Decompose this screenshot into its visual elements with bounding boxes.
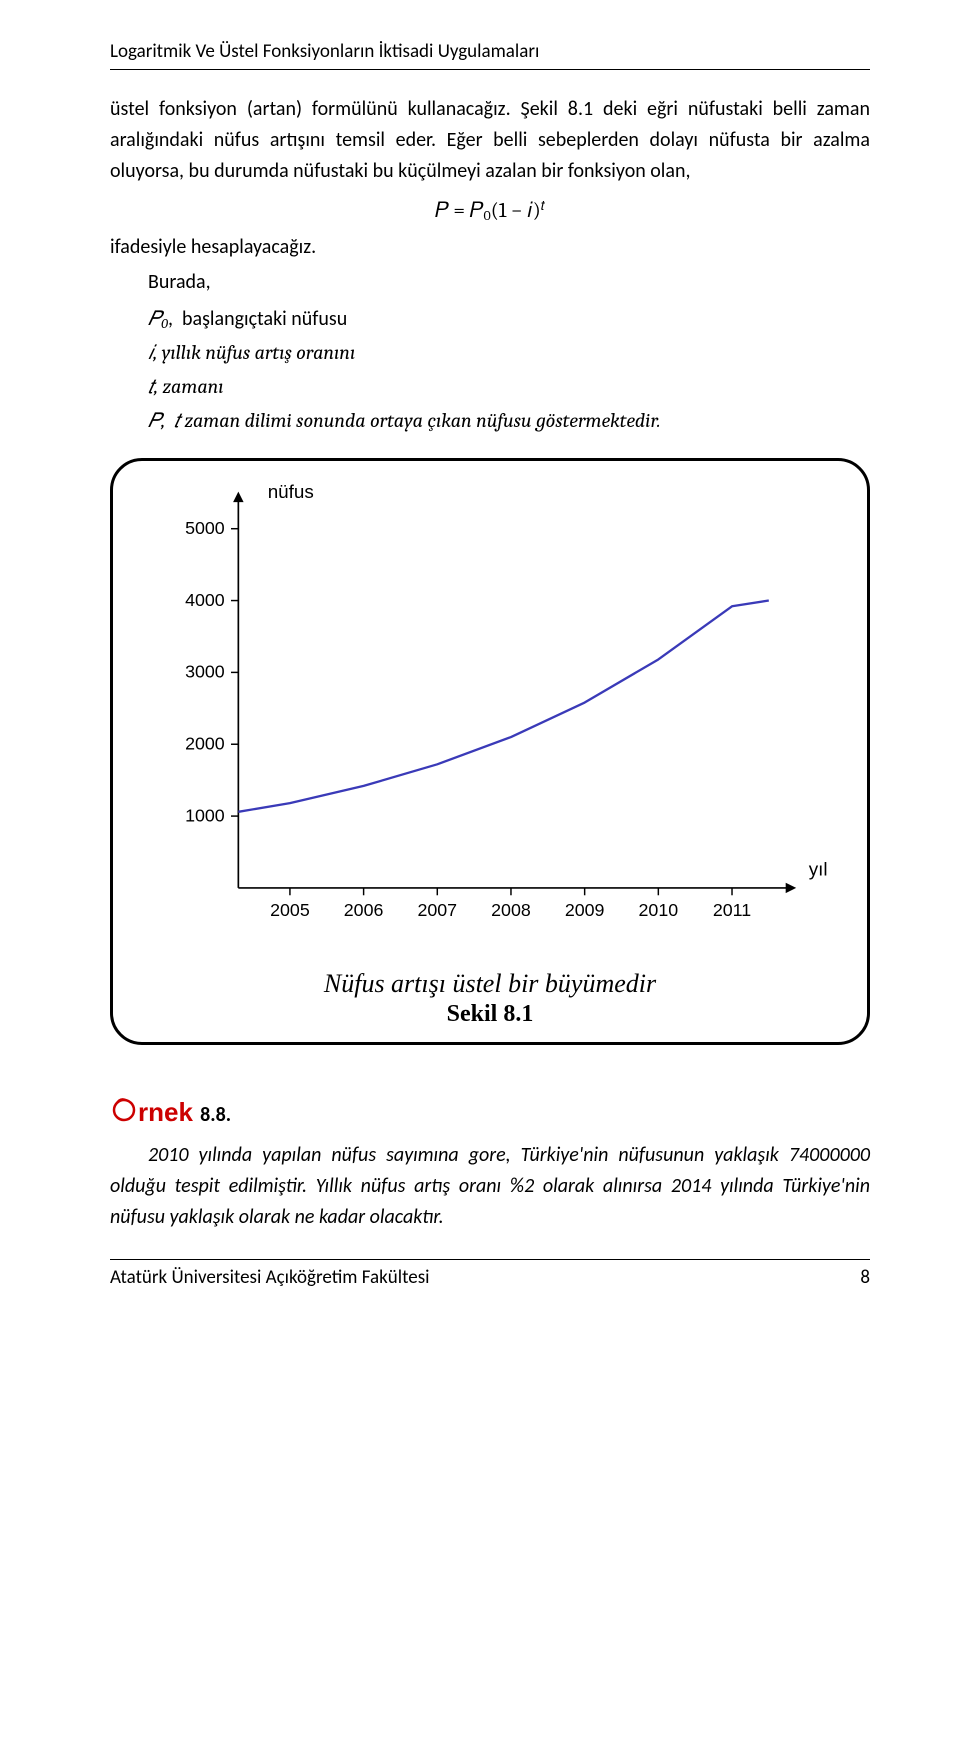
def-p: 𝑃, 𝑡 zaman dilimi sonunda ortaya çıkan n… [148, 404, 870, 438]
svg-text:2009: 2009 [565, 900, 605, 920]
svg-text:1000: 1000 [185, 805, 225, 825]
svg-text:2011: 2011 [713, 900, 751, 920]
example-number: 8.8. [200, 1103, 231, 1127]
burada-label: Burada, [110, 267, 870, 298]
definition-list: 𝑃0, başlangıçtaki nüfusu 𝑖, yıllık nüfus… [148, 302, 870, 438]
svg-text:3000: 3000 [185, 662, 225, 682]
ornek-o-icon [110, 1095, 138, 1130]
nufus-chart: 1000 2000 3000 4000 5000 2005 2006 2007 2008 2009… [123, 479, 857, 961]
chart-container: 1000 2000 3000 4000 5000 2005 2006 2007 2008 2009… [123, 479, 857, 961]
ornek-label: rnek [110, 1097, 200, 1127]
svg-text:2008: 2008 [491, 900, 531, 920]
formula-decay: 𝑃 = 𝑃0(1 − 𝑖)𝑡 [110, 197, 870, 224]
svg-text:2010: 2010 [639, 900, 679, 920]
paragraph-1: üstel fonksiyon (artan) formülünü kullan… [110, 94, 870, 187]
figure-box: 1000 2000 3000 4000 5000 2005 2006 2007 2008 2009… [110, 458, 870, 1045]
svg-text:5000: 5000 [185, 518, 225, 538]
svg-text:2005: 2005 [270, 900, 310, 920]
paragraph-2: ifadesiyle hesaplayacağız. [110, 232, 870, 263]
svg-text:nüfus: nüfus [268, 481, 314, 502]
caption-line2: Sekil 8.1 [123, 1001, 857, 1028]
svg-text:4000: 4000 [185, 590, 225, 610]
caption-line1: Nüfus artışı üstel bir büyümedir [123, 969, 857, 999]
svg-text:2007: 2007 [417, 900, 457, 920]
header-rule [110, 69, 870, 70]
page-footer: Atatürk Üniversitesi Açıköğretim Fakülte… [110, 1266, 870, 1289]
def-i: 𝑖, yıllık nüfus artış oranını [148, 336, 870, 370]
footer-rule [110, 1259, 870, 1260]
running-header: Logaritmik Ve Üstel Fonksiyonların İktis… [110, 40, 870, 63]
example-heading: rnek 8.8. [110, 1093, 870, 1128]
example-text: 2010 yılında yapılan nüfus sayımına gore… [110, 1140, 870, 1233]
def-t: 𝑡, zamanı [148, 370, 870, 404]
footer-text: Atatürk Üniversitesi Açıköğretim Fakülte… [110, 1266, 429, 1289]
page-number: 8 [860, 1266, 870, 1289]
svg-text:yıl: yıl [809, 858, 828, 879]
def-p0: 𝑃0, başlangıçtaki nüfusu [148, 302, 870, 336]
figure-caption: Nüfus artışı üstel bir büyümedir Sekil 8… [123, 969, 857, 1028]
svg-text:2000: 2000 [185, 733, 225, 753]
svg-text:2006: 2006 [344, 900, 384, 920]
page: Logaritmik Ve Üstel Fonksiyonların İktis… [0, 0, 960, 1743]
